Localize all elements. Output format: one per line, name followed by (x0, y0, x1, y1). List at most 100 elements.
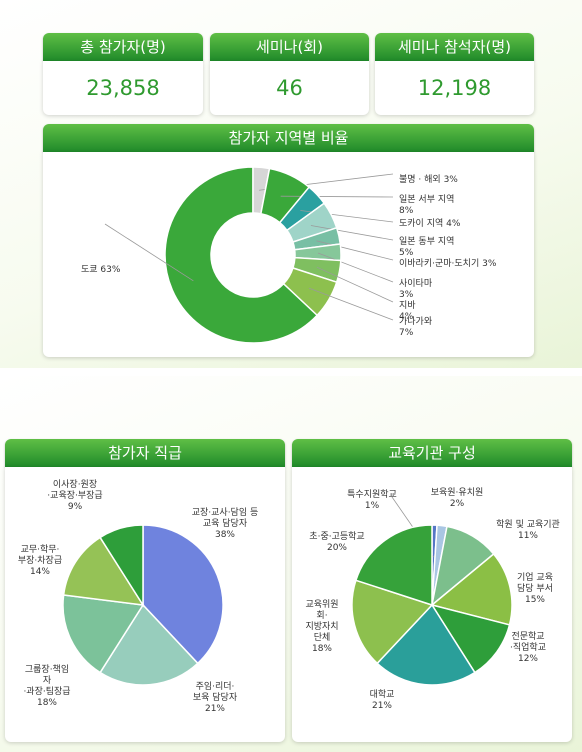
pie-slice (376, 603, 476, 686)
data-label: 보육원·유치원 2% (431, 486, 484, 509)
data-label-line: 이바라키·군마·도치기 3% (399, 257, 497, 269)
data-label: 일본 서부 지역 8% (399, 194, 454, 216)
data-label-line: 도쿄 63% (81, 265, 121, 275)
data-label-line: 대학교 (370, 689, 395, 700)
pie-slice (99, 524, 144, 608)
data-label-line: 사이타마 (399, 278, 433, 289)
data-label: 도카이 지역 4% (399, 218, 461, 229)
data-label-line: 보육원·유치원 (431, 486, 484, 498)
data-label-line: 회· (316, 610, 327, 621)
stat-card-participants: 23,858 (43, 61, 203, 115)
stat-header-participants: 총 참가자(명) (43, 33, 203, 61)
data-label: 도쿄 63% (81, 265, 121, 275)
data-label-line: 지방자치 (305, 620, 338, 632)
data-label-line: 2% (450, 499, 465, 509)
data-label-line: 12% (518, 654, 538, 664)
data-label: 지바 4% (399, 300, 416, 322)
data-label: 그룹장·책임 자 ·과장·팀장급 18% (23, 663, 70, 708)
data-label-line: 1% (365, 501, 380, 511)
pie-slice (282, 267, 338, 317)
pie-slice (164, 166, 319, 344)
data-label: 특수지원학교 1% (347, 489, 397, 511)
data-label-line: 21% (205, 704, 225, 714)
data-label-line: ·교육장·부장급 (47, 490, 102, 501)
data-label: 이사장·원장 ·교육장·부장급 9% (47, 479, 102, 512)
data-label-line: 교육위원 (305, 599, 338, 610)
region-donut-chart: 도쿄 63% 불명 · 해외 3% 일본 서부 지역 8% 도카이 지역 4% 일본 동부… (81, 166, 497, 344)
data-label-line: 교무·학무· (21, 544, 60, 555)
leader-line (316, 240, 394, 261)
data-label-line: 가나가와 (399, 315, 432, 327)
data-label-line: 18% (37, 698, 57, 708)
data-label: 교육위원 회· 지방자치 단체 18% (305, 599, 338, 654)
data-label-line: 담당 부서 (517, 582, 553, 594)
data-label-line: 14% (30, 567, 50, 577)
data-label-line: 전문학교 (511, 631, 544, 642)
data-label-line: 교장·교사·담임 등 (192, 506, 259, 518)
data-label: 교무·학무· 부장·차장급 14% (18, 544, 62, 577)
pie-slice (99, 603, 199, 686)
stat-header-seminars: 세미나(회) (210, 33, 369, 61)
stat-header-attendees: 세미나 참석자(명) (375, 33, 534, 61)
job-chart-title: 참가자 직급 (5, 439, 285, 467)
data-label: 교장·교사·담임 등 교육 담당자 38% (192, 506, 259, 540)
data-label-line: 그룹장·책임 (25, 663, 69, 675)
data-label: 대학교 21% (370, 689, 395, 711)
data-label-line: ·직업학교 (510, 642, 546, 653)
data-label: 기업 교육 담당 부서 15% (517, 572, 553, 605)
region-chart-card: 도쿄 63% 불명 · 해외 3% 일본 서부 지역 8% 도카이 지역 4% 일본 동부… (43, 152, 534, 357)
data-label: 학원 및 교육기관 11% (496, 518, 560, 541)
data-label: 전문학교 ·직업학교 12% (510, 631, 546, 664)
stat-card-attendees: 12,198 (375, 61, 534, 115)
data-label-line: 21% (372, 701, 392, 711)
data-label: 불명 · 해외 3% (399, 173, 458, 185)
institution-pie-chart: 특수지원학교 1%보육원·유치원 2%학원 및 교육기관 11%기업 교육 담당 부서 1… (305, 486, 560, 711)
data-label-line: 11% (518, 531, 538, 541)
data-label-line: 도카이 지역 4% (399, 218, 461, 229)
data-label-line: 단체 (314, 632, 331, 643)
data-label-line: 부장·차장급 (18, 554, 62, 566)
pie-slice (62, 594, 145, 674)
stat-value-seminars: 46 (276, 76, 303, 100)
data-label-line: 4% (399, 312, 414, 322)
data-label: 가나가와 7% (399, 315, 432, 338)
data-label: 주임·리더· 보육 담당자 21% (193, 680, 238, 714)
leader-line (310, 225, 394, 241)
data-label-line: ·과장·팀장급 (23, 685, 70, 697)
institution-chart-title: 교육기관 구성 (292, 439, 572, 467)
data-label-line: 일본 서부 지역 (399, 194, 454, 205)
data-label-line: 18% (312, 644, 332, 654)
job-pie-chart: 교장·교사·담임 등 교육 담당자 38% 주임·리더· 보육 담당자 21% 그룹장·책임… (18, 479, 259, 714)
leader-line (317, 252, 394, 283)
data-label-line: 기업 교육 (517, 572, 553, 583)
leader-line (308, 287, 394, 321)
data-label-line: 주임·리더· (196, 680, 235, 692)
institution-chart-card: 특수지원학교 1% 보육원·유치원 2% 학원 및 교육기관 11% 기업 교육 담당 부서 1… (292, 467, 572, 742)
data-label-line: 학원 및 교육기관 (496, 518, 560, 530)
data-label-line: 초·중·고등학교 (309, 531, 364, 542)
pie-slice (354, 524, 433, 607)
pie-slice (62, 536, 145, 606)
data-label-line: 이사장·원장 (53, 479, 97, 490)
data-label: 사이타마 3% (399, 278, 433, 300)
data-label: 일본 동부 지역 5% (399, 236, 454, 258)
pie-slice (430, 552, 513, 626)
data-label-line: 8% (399, 206, 414, 216)
pie-slice (351, 579, 434, 665)
stat-value-attendees: 12,198 (417, 76, 492, 100)
data-label-line: 9% (68, 502, 83, 512)
leader-line (280, 195, 394, 198)
data-label-line: 38% (215, 530, 235, 540)
data-label-line: 자 (43, 675, 52, 686)
leader-line (104, 223, 194, 282)
data-label: 초·중·고등학교 20% (309, 531, 364, 553)
data-label-line: 교육 담당자 (203, 517, 248, 529)
data-label-line: 3% (399, 290, 414, 300)
data-label-line: 보육 담당자 (193, 691, 238, 703)
stat-value-participants: 23,858 (86, 76, 160, 100)
stat-card-seminars: 46 (210, 61, 369, 115)
data-label: 이바라키·군마·도치기 3% (399, 257, 497, 269)
data-label-line: 불명 · 해외 3% (399, 173, 458, 185)
data-label-line: 지바 (399, 300, 416, 311)
leader-line (316, 266, 394, 303)
